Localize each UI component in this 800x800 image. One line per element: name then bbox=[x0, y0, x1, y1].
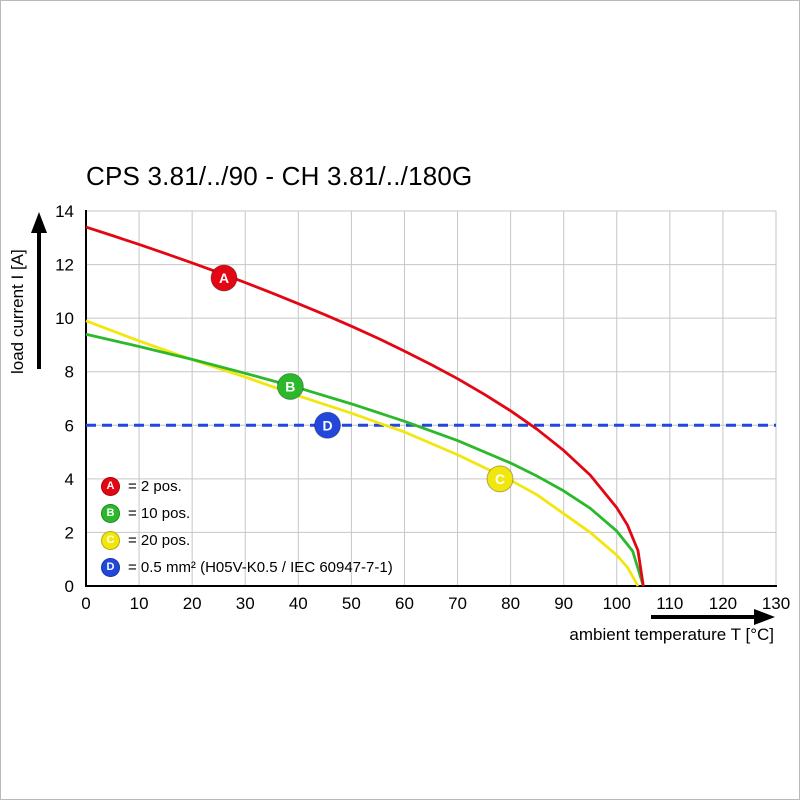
y-tick-label: 4 bbox=[65, 470, 74, 489]
legend-item-D: D = 0.5 mm² (H05V-K0.5 / IEC 60947-7-1) bbox=[101, 558, 393, 577]
y-tick-label: 10 bbox=[55, 309, 74, 328]
curve-B bbox=[85, 332, 645, 587]
curve-marker-D: D bbox=[314, 411, 341, 439]
x-tick-label: 40 bbox=[289, 594, 308, 613]
x-tick-label: 20 bbox=[183, 594, 202, 613]
x-tick-label: 60 bbox=[395, 594, 414, 613]
gridlines bbox=[86, 210, 777, 586]
x-tick-label: 130 bbox=[762, 594, 790, 613]
y-tick-label: 12 bbox=[55, 256, 74, 275]
legend-swatch-D: D bbox=[101, 558, 120, 577]
curve-A bbox=[85, 225, 645, 587]
y-axis-arrow-icon bbox=[31, 212, 47, 369]
legend-label-D: = 0.5 mm² (H05V-K0.5 / IEC 60947-7-1) bbox=[128, 559, 393, 576]
svg-text:C: C bbox=[495, 471, 505, 487]
y-tick-label: 14 bbox=[55, 202, 74, 221]
svg-text:A: A bbox=[219, 270, 229, 286]
tick-labels: 0 10 20 30 40 50 60 70 80 90 100 110 120 130 0 2 4 6 8 10 12… bbox=[55, 202, 790, 613]
x-tick-label: 90 bbox=[554, 594, 573, 613]
x-tick-label: 80 bbox=[501, 594, 520, 613]
legend-label-B: = 10 pos. bbox=[128, 505, 191, 522]
legend: A = 2 pos. B = 10 pos. C = 20 pos. D = 0.5 mm² … bbox=[101, 477, 393, 577]
x-tick-label: 70 bbox=[448, 594, 467, 613]
y-tick-label: 8 bbox=[65, 363, 74, 382]
y-tick-label: 6 bbox=[65, 416, 74, 435]
legend-item-C: C = 20 pos. bbox=[101, 531, 393, 550]
svg-text:D: D bbox=[322, 417, 332, 433]
y-tick-label: 0 bbox=[65, 577, 74, 596]
legend-item-A: A = 2 pos. bbox=[101, 477, 393, 496]
curve-marker-C: C bbox=[486, 465, 514, 493]
legend-swatch-A: A bbox=[101, 477, 120, 496]
y-tick-label: 2 bbox=[65, 523, 74, 542]
x-axis-label: ambient temperature T [°C] bbox=[569, 625, 774, 644]
legend-swatch-B: B bbox=[101, 504, 120, 523]
x-tick-label: 120 bbox=[709, 594, 737, 613]
curve-marker-B: B bbox=[276, 372, 304, 400]
x-axis-arrow-icon bbox=[651, 609, 775, 625]
curve-marker-A: A bbox=[210, 264, 238, 292]
x-tick-label: 0 bbox=[81, 594, 90, 613]
legend-label-C: = 20 pos. bbox=[128, 532, 191, 549]
chart-title: CPS 3.81/../90 - CH 3.81/../180G bbox=[86, 161, 473, 191]
x-tick-label: 100 bbox=[603, 594, 631, 613]
x-tick-label: 50 bbox=[342, 594, 361, 613]
svg-text:B: B bbox=[285, 378, 295, 394]
x-tick-label: 110 bbox=[656, 594, 683, 613]
legend-label-A: = 2 pos. bbox=[128, 478, 182, 495]
x-tick-label: 30 bbox=[236, 594, 255, 613]
legend-item-B: B = 10 pos. bbox=[101, 504, 393, 523]
legend-swatch-C: C bbox=[101, 531, 120, 550]
x-tick-label: 10 bbox=[130, 594, 149, 613]
